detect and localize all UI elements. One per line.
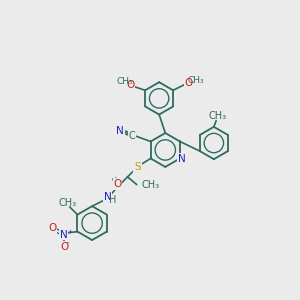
Text: O: O bbox=[60, 242, 68, 252]
Text: N: N bbox=[178, 154, 185, 164]
Text: O: O bbox=[113, 179, 122, 189]
Text: S: S bbox=[134, 162, 141, 172]
Text: ⁺: ⁺ bbox=[68, 229, 72, 238]
Text: N: N bbox=[103, 192, 111, 202]
Text: CH₃: CH₃ bbox=[187, 76, 204, 85]
Text: CH₃: CH₃ bbox=[58, 198, 76, 208]
Text: ⁻: ⁻ bbox=[65, 240, 70, 250]
Text: N: N bbox=[116, 126, 124, 136]
Text: O: O bbox=[48, 223, 56, 233]
Text: CH₃: CH₃ bbox=[141, 180, 160, 190]
Text: CH₃: CH₃ bbox=[208, 111, 227, 121]
Text: N: N bbox=[60, 230, 68, 240]
Text: O: O bbox=[184, 78, 193, 88]
Text: CH₃: CH₃ bbox=[116, 76, 133, 85]
Text: H: H bbox=[109, 195, 117, 205]
Text: C: C bbox=[129, 131, 136, 141]
Text: O: O bbox=[126, 80, 135, 90]
